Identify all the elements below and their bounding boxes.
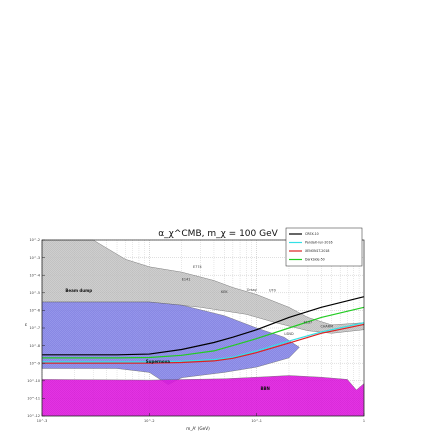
legend: CREX-10 PandaX-run-2016 XENON1T-2018 DarkSi… — [285, 227, 363, 267]
experiment-label: U70 — [269, 288, 276, 292]
y-tick-label: 10^-7 — [29, 326, 40, 330]
region-supernova — [41, 301, 300, 385]
y-tick-label: 10^-2 — [29, 238, 40, 242]
legend-entry: XENON1T-2018 — [305, 249, 329, 253]
x-tick-label: 1 — [363, 419, 365, 423]
experiment-label: E774 — [193, 265, 202, 269]
region-label-beam-dump: Beam dump — [65, 288, 92, 293]
y-tick-label: 10^-4 — [29, 273, 40, 277]
experiment-label: Orsay — [247, 288, 257, 292]
y-tick-label: 10^-10 — [27, 379, 40, 383]
experiment-label: CHARM — [321, 324, 334, 328]
x-tick-label: 10^-1 — [251, 419, 262, 423]
axes: 10^-3 10^-2 10^-1 110^-210^-310^-410^-510^-… — [27, 238, 365, 423]
experiment-label: KEK — [221, 290, 228, 294]
region-label-bbn: BBN — [260, 386, 269, 391]
series-line-0 — [42, 296, 365, 356]
y-tick-label: 10^-11 — [27, 397, 40, 401]
experiment-label: E137 — [304, 321, 313, 325]
series-line-2 — [42, 323, 365, 364]
series-line-3 — [42, 306, 365, 359]
chart-title: α_χ^CMB, m_χ = 100 GeV — [158, 229, 278, 239]
y-tick-label: 10^-12 — [27, 414, 40, 418]
excluded-regions — [41, 239, 365, 417]
legend-entry: PandaX-run-2016 — [305, 241, 333, 245]
y-tick-label: 10^-5 — [29, 291, 40, 295]
series-lines — [42, 296, 365, 364]
x-tick-label: 10^-3 — [37, 419, 48, 423]
experiment-label: LSND — [284, 332, 294, 336]
experiment-label: E141 — [182, 277, 191, 281]
y-tick-label: 10^-6 — [29, 309, 40, 313]
region-label-supernova: Supernova — [146, 359, 170, 364]
y-tick-label: 10^-9 — [29, 361, 40, 365]
region-bbn — [41, 375, 365, 417]
series-line-1 — [42, 322, 365, 363]
x-tick-label: 10^-2 — [144, 419, 155, 423]
legend-entry: DarkSide-50 — [305, 258, 325, 262]
region-labels: Beam dump Supernova BBN E774 E141 KEK Orsay U70… — [65, 265, 333, 391]
y-tick-label: 10^-3 — [29, 256, 40, 260]
y-axis-label: ε — [25, 322, 27, 327]
x-axis-label: m_A' (GeV) — [186, 426, 210, 431]
legend-entry: CREX-10 — [305, 232, 319, 236]
y-tick-label: 10^-8 — [29, 344, 40, 348]
